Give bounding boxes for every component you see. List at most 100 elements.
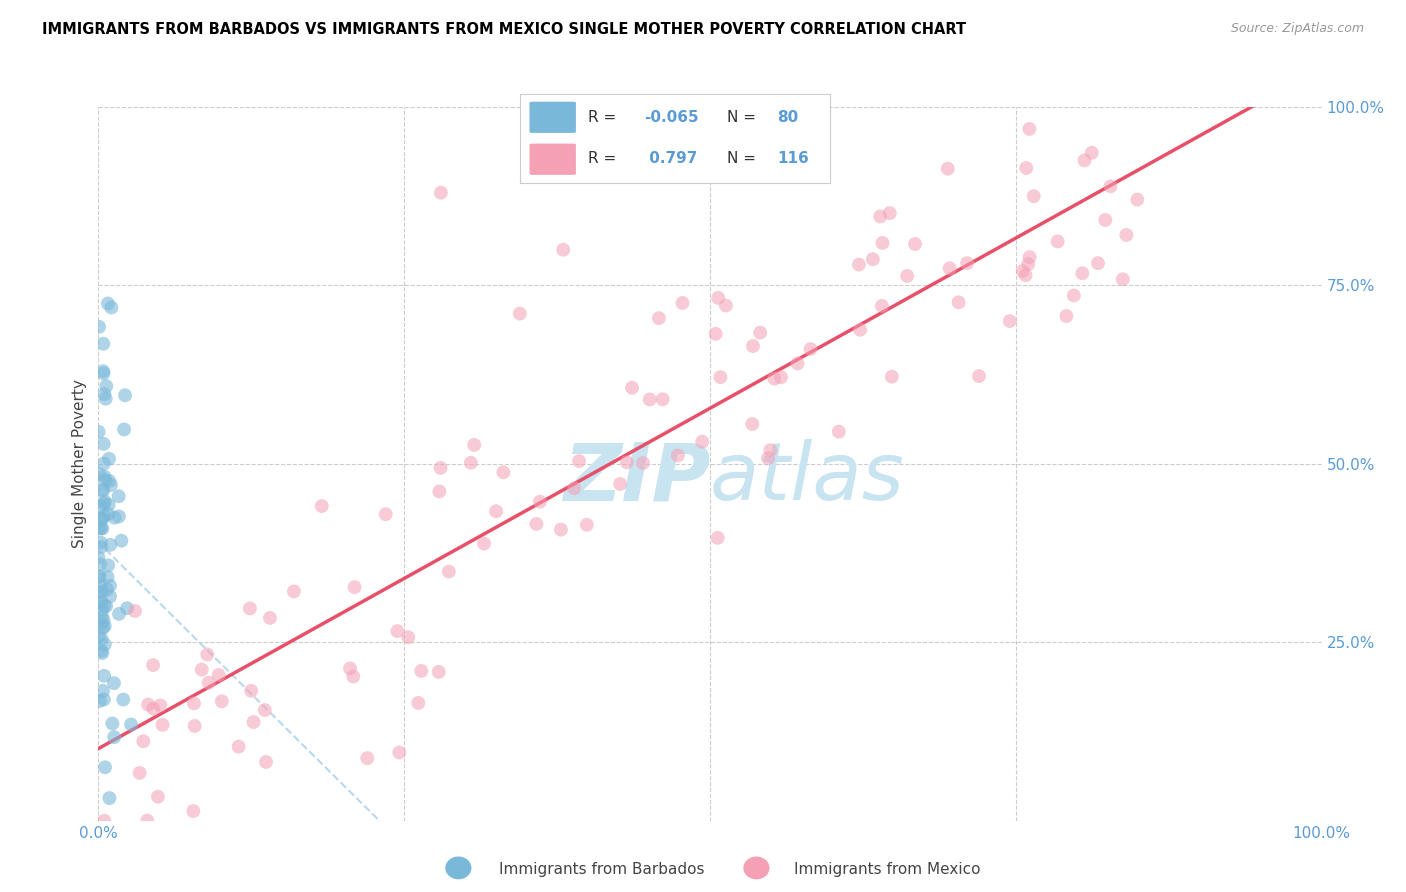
Point [94, 473, 117, 487]
Point [97, 296, 120, 310]
Point [91, 512, 114, 526]
Point [91, 609, 114, 624]
Point [1115, 227, 1137, 242]
Point [849, 323, 872, 337]
Text: R =: R = [588, 152, 616, 166]
Point [93, 457, 115, 471]
Point [848, 258, 870, 272]
Point [749, 326, 772, 340]
Point [89, 570, 111, 584]
Point [142, 658, 165, 673]
Point [1046, 235, 1069, 249]
Point [93, 814, 115, 828]
Point [763, 372, 786, 386]
Point [90, 521, 112, 535]
Text: N =: N = [727, 111, 756, 125]
Point [437, 565, 460, 579]
Point [91, 621, 114, 635]
Text: R =: R = [588, 111, 616, 125]
Point [114, 388, 136, 402]
Point [526, 516, 548, 531]
Point [94, 599, 117, 613]
Circle shape [446, 857, 471, 879]
Point [429, 461, 451, 475]
Point [872, 235, 894, 250]
Point [91, 603, 114, 617]
Point [93, 367, 115, 381]
Point [120, 717, 142, 731]
Point [132, 734, 155, 748]
Point [90, 535, 112, 549]
Point [91, 483, 114, 497]
Point [568, 454, 591, 468]
Point [101, 716, 124, 731]
Point [1099, 179, 1122, 194]
Point [93, 509, 115, 524]
FancyBboxPatch shape [530, 102, 576, 133]
Point [936, 161, 959, 176]
Point [616, 455, 638, 469]
Point [562, 481, 585, 495]
Point [89, 580, 111, 594]
Point [1018, 250, 1040, 264]
Point [356, 751, 378, 765]
Point [671, 296, 693, 310]
Point [869, 210, 891, 224]
Text: Source: ZipAtlas.com: Source: ZipAtlas.com [1230, 22, 1364, 36]
Point [387, 624, 409, 639]
Point [283, 584, 305, 599]
Point [94, 619, 117, 633]
Point [1081, 145, 1104, 160]
Text: N =: N = [727, 152, 756, 166]
Point [195, 648, 218, 662]
Text: Immigrants from Mexico: Immigrants from Mexico [794, 863, 981, 877]
Point [90, 644, 112, 658]
Point [463, 438, 485, 452]
Point [93, 437, 115, 451]
Point [741, 417, 763, 431]
Point [1018, 122, 1040, 136]
Point [93, 387, 115, 401]
Point [90, 500, 112, 514]
Point [93, 336, 115, 351]
Point [142, 701, 165, 715]
Point [1011, 264, 1033, 278]
Point [183, 719, 205, 733]
Point [862, 252, 884, 267]
Point [374, 507, 396, 521]
Text: IMMIGRANTS FROM BARBADOS VS IMMIGRANTS FROM MEXICO SINGLE MOTHER POVERTY CORRELA: IMMIGRANTS FROM BARBADOS VS IMMIGRANTS F… [42, 22, 966, 37]
Point [110, 533, 132, 548]
Point [259, 611, 281, 625]
Point [621, 381, 644, 395]
Point [136, 698, 159, 712]
Point [90, 512, 112, 526]
Point [648, 311, 671, 326]
Point [1063, 288, 1085, 302]
Point [89, 521, 111, 535]
Point [103, 676, 125, 690]
Point [609, 477, 631, 491]
Text: atlas: atlas [710, 439, 905, 517]
Point [460, 456, 482, 470]
Point [93, 497, 115, 511]
Point [93, 599, 115, 613]
Point [707, 291, 730, 305]
Point [427, 484, 450, 499]
Point [91, 364, 114, 378]
Point [98, 578, 121, 592]
Point [339, 661, 361, 675]
Point [98, 451, 121, 466]
Point [828, 425, 851, 439]
Point [1073, 153, 1095, 168]
Point [550, 523, 572, 537]
Point [91, 483, 114, 498]
Point [472, 536, 495, 550]
Point [485, 504, 508, 518]
Point [87, 319, 110, 334]
Point [128, 766, 150, 780]
Point [254, 755, 277, 769]
Point [242, 714, 264, 729]
Point [183, 804, 205, 818]
Point [91, 684, 114, 698]
Point [149, 698, 172, 713]
